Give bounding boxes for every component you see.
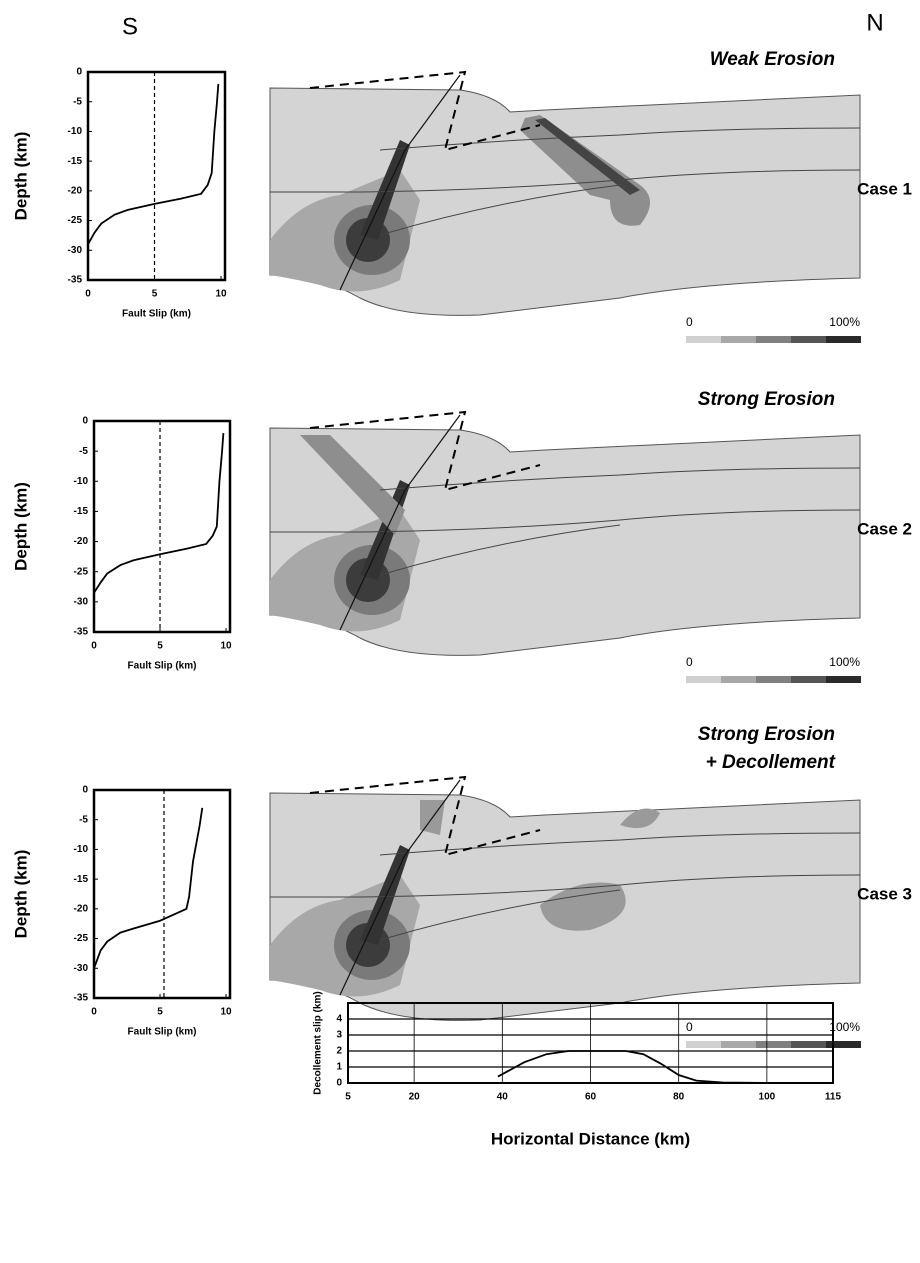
plot-frame bbox=[94, 790, 230, 998]
y-tick-label: -15 bbox=[74, 506, 89, 517]
y-tick-label: -35 bbox=[74, 993, 89, 1004]
colorbar-segment bbox=[826, 676, 861, 683]
x-tick-label: 5 bbox=[152, 289, 158, 300]
x-tick-label: 10 bbox=[220, 641, 232, 652]
y-tick-label: -15 bbox=[74, 874, 89, 885]
y-axis-label: Depth (km) bbox=[11, 850, 30, 939]
y-tick-label: 2 bbox=[336, 1046, 342, 1057]
colorbar-segment bbox=[791, 676, 826, 683]
y-tick-label: -10 bbox=[74, 476, 89, 487]
data-line bbox=[88, 84, 218, 244]
colorbar-segment bbox=[721, 1041, 756, 1048]
colorbar-segment bbox=[826, 336, 861, 343]
panel-title: Strong Erosion bbox=[698, 389, 835, 410]
y-tick-label: 1 bbox=[336, 1062, 342, 1073]
y-tick-label: -10 bbox=[74, 844, 89, 855]
colorbar-segment bbox=[756, 336, 791, 343]
cross-section bbox=[270, 412, 860, 655]
y-tick-label: -30 bbox=[74, 963, 89, 974]
colorbar-segment bbox=[756, 676, 791, 683]
cross-section bbox=[270, 777, 860, 1020]
panel-title: Weak Erosion bbox=[710, 49, 835, 70]
y-tick-label: 0 bbox=[82, 785, 88, 796]
colorbar-segment bbox=[756, 1041, 791, 1048]
colorbar-max: 100% bbox=[829, 655, 860, 669]
x-axis-label: Fault Slip (km) bbox=[122, 309, 191, 320]
case-label: Case 1 bbox=[857, 179, 912, 198]
y-tick-label: 3 bbox=[336, 1030, 342, 1041]
plot-frame bbox=[88, 72, 225, 280]
x-tick-label: 20 bbox=[409, 1092, 421, 1103]
colorbar-segment bbox=[686, 336, 721, 343]
y-tick-label: -25 bbox=[74, 933, 89, 944]
colorbar-min: 0 bbox=[686, 1020, 693, 1034]
x-tick-label: 5 bbox=[345, 1092, 351, 1103]
colorbar-segment bbox=[721, 336, 756, 343]
x-tick-label: 0 bbox=[85, 289, 91, 300]
y-tick-label: -5 bbox=[79, 814, 88, 825]
case-label: Case 2 bbox=[857, 519, 912, 538]
figure: S N Weak Erosion Case 1 0 100% Strong Erosio… bbox=[0, 0, 920, 1263]
x-tick-label: 115 bbox=[825, 1092, 842, 1103]
y-axis-label: Depth (km) bbox=[11, 482, 30, 571]
x-axis-label: Horizontal Distance (km) bbox=[491, 1129, 690, 1148]
x-tick-label: 10 bbox=[220, 1007, 232, 1018]
data-line bbox=[94, 433, 223, 593]
plot-frame bbox=[94, 421, 230, 632]
x-tick-label: 10 bbox=[215, 289, 227, 300]
colorbar-segment bbox=[721, 676, 756, 683]
colorbar-segment bbox=[686, 676, 721, 683]
north-label: N bbox=[866, 9, 883, 36]
y-tick-label: -25 bbox=[74, 566, 89, 577]
colorbar-min: 0 bbox=[686, 315, 693, 329]
data-line bbox=[94, 808, 202, 968]
y-tick-label: -20 bbox=[74, 536, 89, 547]
x-axis-label: Fault Slip (km) bbox=[128, 661, 197, 672]
colorbar-segment bbox=[791, 336, 826, 343]
panel-title: + Decollement bbox=[706, 752, 836, 773]
x-tick-label: 5 bbox=[157, 1007, 163, 1018]
y-tick-label: -10 bbox=[68, 126, 83, 137]
south-label: S bbox=[122, 13, 138, 40]
y-tick-label: 4 bbox=[336, 1014, 342, 1025]
y-tick-label: 0 bbox=[76, 67, 82, 78]
x-tick-label: 100 bbox=[759, 1092, 776, 1103]
x-tick-label: 80 bbox=[673, 1092, 685, 1103]
y-tick-label: -35 bbox=[68, 275, 83, 286]
y-tick-label: -30 bbox=[74, 596, 89, 607]
colorbar-segment bbox=[826, 1041, 861, 1048]
y-tick-label: -15 bbox=[68, 156, 83, 167]
x-tick-label: 0 bbox=[91, 1007, 97, 1018]
y-tick-label: -25 bbox=[68, 215, 83, 226]
y-tick-label: 0 bbox=[336, 1078, 342, 1089]
y-axis-label: Decollement slip (km) bbox=[313, 991, 324, 1094]
x-axis-label: Fault Slip (km) bbox=[128, 1027, 197, 1038]
x-tick-label: 40 bbox=[497, 1092, 509, 1103]
colorbar-min: 0 bbox=[686, 655, 693, 669]
colorbar-max: 100% bbox=[829, 315, 860, 329]
x-tick-label: 60 bbox=[585, 1092, 597, 1103]
panel-title: Strong Erosion bbox=[698, 724, 835, 745]
y-tick-label: -30 bbox=[68, 245, 83, 256]
y-tick-label: -35 bbox=[74, 627, 89, 638]
y-tick-label: -20 bbox=[68, 185, 83, 196]
x-tick-label: 0 bbox=[91, 641, 97, 652]
colorbar-segment bbox=[686, 1041, 721, 1048]
colorbar-segment bbox=[791, 1041, 826, 1048]
y-tick-label: 0 bbox=[82, 416, 88, 427]
case-label: Case 3 bbox=[857, 884, 912, 903]
y-axis-label: Depth (km) bbox=[11, 132, 30, 221]
y-tick-label: -5 bbox=[79, 446, 88, 457]
x-tick-label: 5 bbox=[157, 641, 163, 652]
y-tick-label: -20 bbox=[74, 903, 89, 914]
y-tick-label: -5 bbox=[73, 96, 82, 107]
cross-section bbox=[270, 72, 860, 315]
